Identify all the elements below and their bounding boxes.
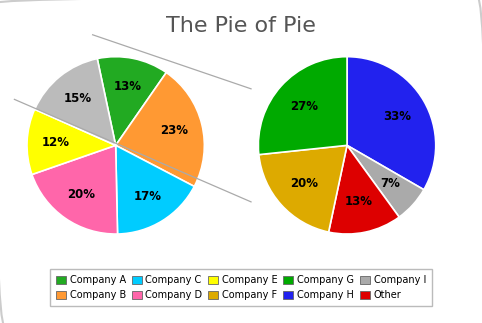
Text: 13%: 13% [345,195,373,208]
Wedge shape [27,109,116,174]
Text: 13%: 13% [114,80,142,93]
Wedge shape [35,58,116,145]
Wedge shape [329,145,399,234]
Wedge shape [32,145,118,234]
Wedge shape [116,145,194,234]
Text: 23%: 23% [160,124,188,138]
Legend: Company A, Company B, Company C, Company D, Company E, Company F, Company G, Com: Company A, Company B, Company C, Company… [50,269,432,306]
Text: 33%: 33% [383,110,411,123]
Wedge shape [97,57,166,145]
Text: 17%: 17% [134,190,161,203]
Text: 7%: 7% [380,177,400,191]
Text: 15%: 15% [64,92,92,105]
Wedge shape [258,57,347,155]
Text: 12%: 12% [41,136,69,149]
Text: 20%: 20% [67,188,95,201]
Wedge shape [116,73,204,186]
Wedge shape [347,145,424,217]
Text: The Pie of Pie: The Pie of Pie [166,16,316,36]
Wedge shape [347,57,436,190]
Text: 27%: 27% [290,100,318,113]
Text: 20%: 20% [290,177,318,191]
Wedge shape [259,145,347,232]
